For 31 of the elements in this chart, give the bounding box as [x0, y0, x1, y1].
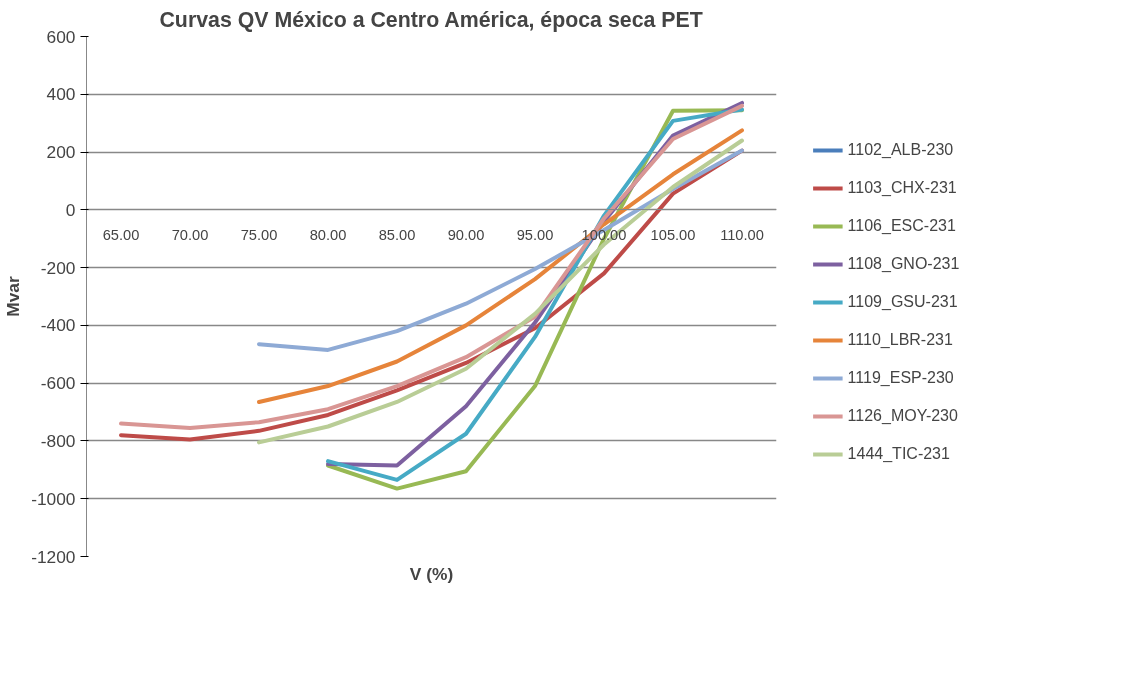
y-tick-label: 200: [46, 142, 76, 163]
y-tick-label: -1000: [31, 488, 76, 509]
y-tick-label: 600: [46, 26, 76, 47]
legend-label: 1110_LBR-231: [847, 331, 953, 349]
x-tick-label: 65.00: [102, 226, 140, 243]
x-tick-label: 110.00: [720, 226, 764, 243]
y-tick-label: -800: [40, 430, 76, 451]
y-tick-label: 0: [65, 199, 76, 220]
x-tick-label: 85.00: [378, 226, 416, 243]
x-tick-label: 80.00: [309, 226, 347, 243]
legend-label: 1444_TIC-231: [847, 445, 950, 463]
y-tick-label: 400: [46, 84, 76, 105]
x-tick-label: 95.00: [516, 226, 554, 243]
legend-label: 1106_ESC-231: [847, 217, 956, 235]
x-tick-label: 90.00: [447, 226, 485, 243]
y-axis-title: Mvar: [3, 276, 24, 317]
y-tick-label: -600: [40, 373, 76, 394]
legend-label: 1119_ESP-230: [847, 369, 954, 387]
y-tick-label: -200: [40, 257, 76, 278]
x-axis-title: V (%): [409, 563, 454, 584]
x-tick-label: 75.00: [240, 226, 278, 243]
chart-title: Curvas QV México a Centro América, época seca PET: [159, 7, 703, 32]
legend-label: 1108_GNO-231: [847, 255, 960, 273]
legend-label: 1102_ALB-230: [847, 141, 954, 159]
legend-label: 1126_MOY-230: [847, 407, 958, 425]
y-tick-label: -400: [40, 315, 76, 336]
x-tick-label: 105.00: [650, 226, 696, 243]
legend-label: 1103_CHX-231: [847, 179, 957, 197]
legend-label: 1109_GSU-231: [847, 293, 958, 311]
y-tick-label: -1200: [31, 546, 76, 567]
x-tick-label: 70.00: [171, 226, 209, 243]
